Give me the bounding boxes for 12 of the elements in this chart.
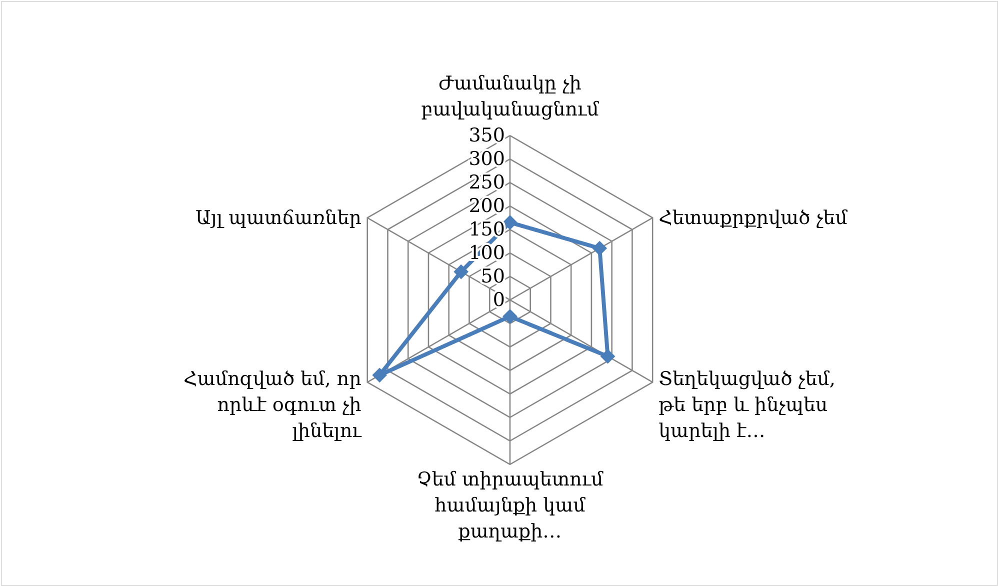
y-tick-label: 250 <box>468 172 505 194</box>
spoke-label: Չեմ տիրապետում համայնքի կամ քաղաքի… <box>416 468 604 542</box>
spoke-label: Տեղեկացված չեմ, թե երբ և ինչպես կարելի է… <box>658 368 836 442</box>
y-tick-label: 350 <box>468 124 505 147</box>
y-tick-label: 300 <box>468 148 505 170</box>
y-tick-label: 50 <box>480 265 505 288</box>
spoke-label: Համոզված եմ, որ որևէ օգուտ չի լինելու <box>184 368 362 442</box>
y-tick-label: 200 <box>468 195 505 218</box>
y-tick-label: 0 <box>492 288 505 311</box>
spoke-label: Հետաքրքրված չեմ <box>658 206 848 229</box>
spoke-label: Ժամանակը չի բավականացնում <box>421 72 600 121</box>
spoke-label: Այլ պատճառներ <box>196 206 362 229</box>
